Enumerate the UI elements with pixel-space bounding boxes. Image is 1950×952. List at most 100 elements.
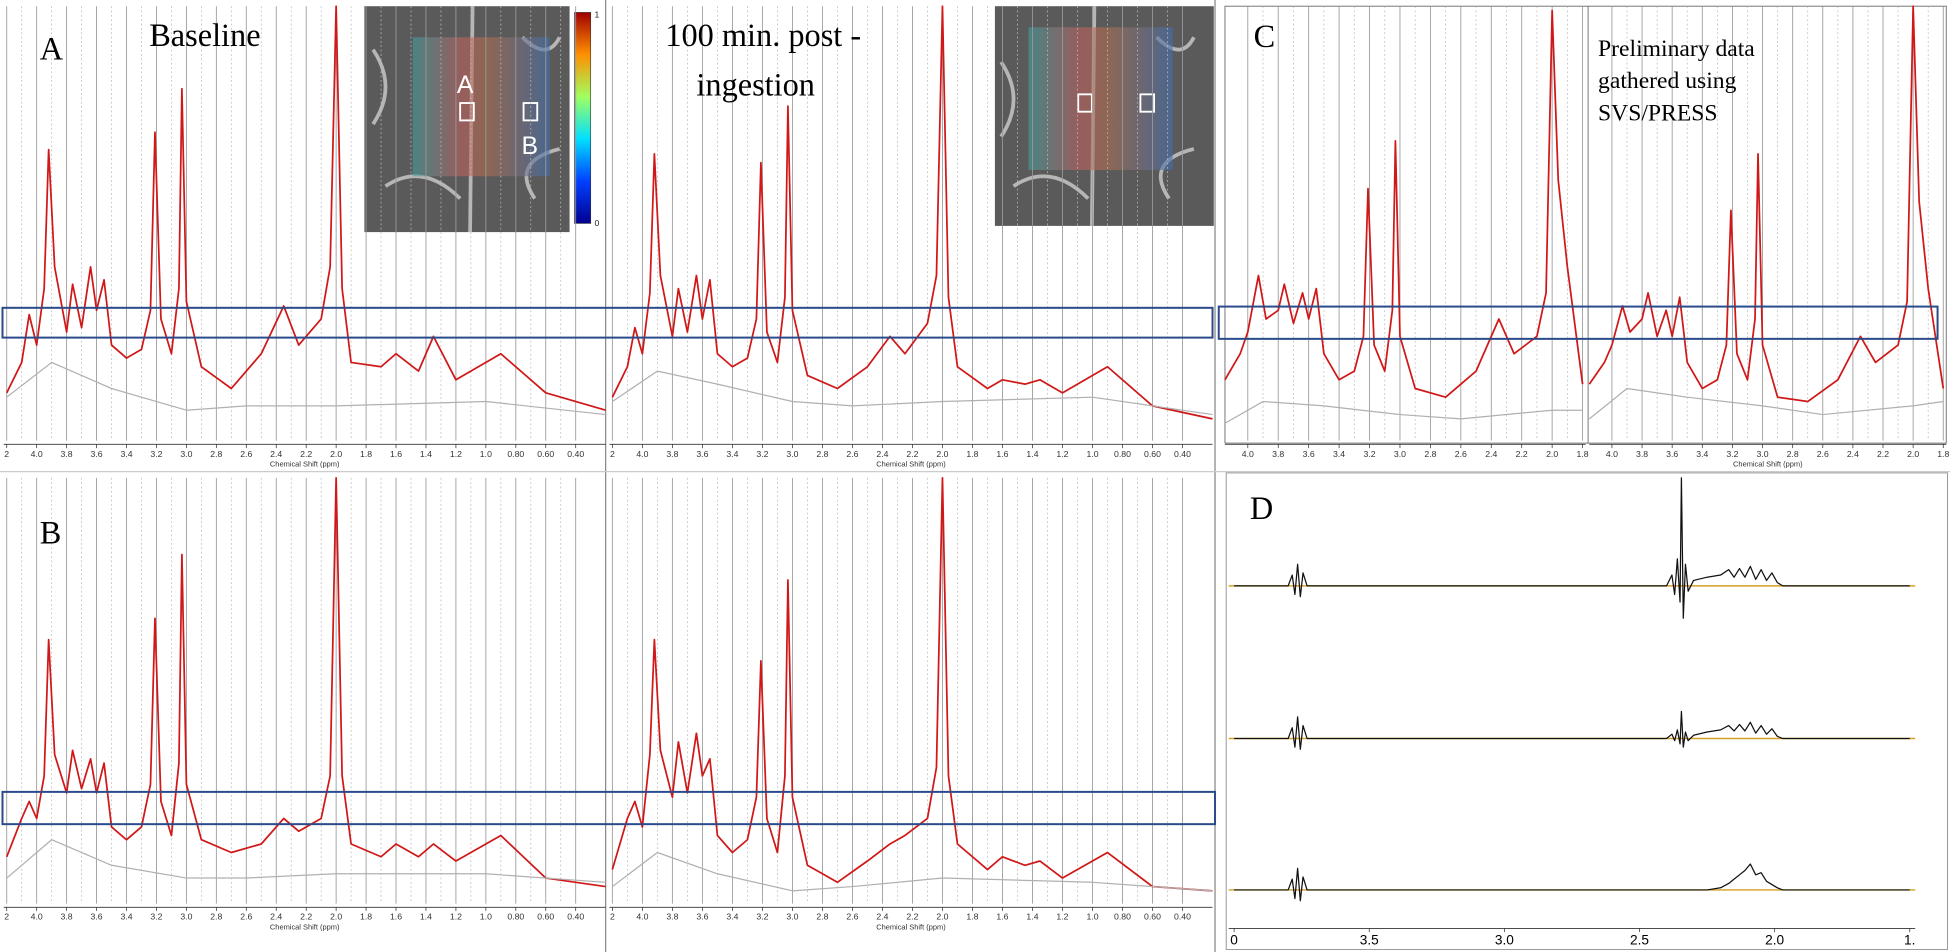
x-tick-label: 0.80 [507,912,524,922]
x-tick-label: 3.8 [1636,449,1648,459]
x-tick-label: 1.8 [966,912,978,922]
x-tick-label: 0.80 [1114,912,1131,922]
x-tick-label: 4.0 [31,912,43,922]
x-tick-label: 2.5 [1630,933,1649,948]
x-tick-label: 0.60 [537,912,554,922]
inset-image [994,6,1214,226]
spectrum-line [612,370,1213,416]
x-tick-label: 3.4 [1333,449,1345,459]
x-tick-label: 3.2 [1363,449,1375,459]
x-tick-label: 2 [610,912,615,922]
panel-frame [1225,472,1949,951]
x-tick-label: 2.2 [1877,449,1889,459]
x-tick-label: 0 [1230,933,1238,948]
spectrum-line [1234,477,1910,619]
x-tick-label: 2.2 [300,449,312,459]
x-tick-label: 3.6 [91,912,103,922]
x-tick-label: 1.0 [480,449,492,459]
x-tick-label: 0.40 [567,449,584,459]
x-tick-label: 3.6 [1303,449,1315,459]
voxel [459,102,475,122]
voxel [1139,93,1156,113]
spectrum-line [6,839,606,883]
x-tick-label: 2.8 [816,449,828,459]
x-tick-label: 2.8 [210,912,222,922]
x-tick-label: 0.60 [537,449,554,459]
x-tick-label: 2.6 [1817,449,1829,459]
x-axis-label: Chemical Shift (ppm) [270,460,340,469]
x-tick-label: 3.4 [120,912,132,922]
x-tick-label: 0.40 [1174,449,1191,459]
spectrum-line [611,476,1213,892]
x-tick-label: 1.4 [420,912,432,922]
x-tick-label: 1.2 [450,912,462,922]
x-tick-label: 3.6 [91,449,103,459]
x-tick-label: 2 [610,449,615,459]
x-tick-label: 3.0 [180,449,192,459]
x-tick-label: 1.0 [1086,449,1098,459]
inset-texture [999,6,1196,226]
x-tick-label: 2.6 [1455,449,1467,459]
highlight-box [1,790,1217,826]
x-tick-label: 2.6 [240,449,252,459]
inset-overlay [1028,27,1173,171]
x-tick-label: 1.8 [1937,449,1949,459]
x-tick-label: 0.40 [1174,912,1191,922]
x-tick-label: 3.2 [150,912,162,922]
x-tick-label: 3.2 [756,449,768,459]
spectrum-line [1234,710,1910,750]
voxel [522,102,539,122]
x-tick-label: 2.2 [906,449,918,459]
spectrum-line [611,851,1213,892]
x-tick-label: 2.0 [330,449,342,459]
x-tick-label: 0.40 [567,912,584,922]
x-tick-label: 2.4 [270,912,282,922]
x-tick-label: 2 [4,912,9,922]
x-tick-label: 2.0 [1546,449,1558,459]
x-tick-label: 2.4 [876,912,888,922]
spectrum-line [1588,387,1944,420]
highlight-box [1217,305,1939,340]
x-tick-label: 2.4 [270,449,282,459]
x-tick-label: 3.4 [726,912,738,922]
panel-title: 100 min. post - [665,17,861,53]
annotation: SVS/PRESS [1598,100,1717,126]
spectrum-line [5,5,606,412]
x-tick-label: 4.0 [1242,449,1254,459]
x-tick-label: 1.0 [480,912,492,922]
spectrum-line [1588,5,1945,403]
x-tick-label: 1.8 [360,449,372,459]
x-tick-label: 3.0 [180,912,192,922]
x-tick-label: 4.0 [636,449,648,459]
x-tick-label: 1.2 [1056,449,1068,459]
x-tick-label: 2.2 [906,912,918,922]
x-tick-label: 1.6 [996,912,1008,922]
x-tick-label: 2.6 [846,449,858,459]
colorbar-label: 1 [594,9,599,19]
x-tick-label: 2.2 [1516,449,1528,459]
x-tick-label: 0.60 [1144,912,1161,922]
x-tick-label: 4.0 [31,449,43,459]
x-axis-label: Chemical Shift (ppm) [876,460,946,469]
x-tick-label: 1.2 [1056,912,1068,922]
highlight-box [1,306,1214,339]
x-tick-label: 2.0 [1907,449,1919,459]
x-axis-label: Chemical Shift (ppm) [1733,460,1803,469]
voxel [1077,93,1093,113]
annotation: gathered using [1598,68,1737,94]
x-tick-label: 3.4 [120,449,132,459]
x-axis-label: Chemical Shift (ppm) [876,923,946,932]
x-tick-label: 3.8 [666,912,678,922]
x-tick-label: 4.0 [1606,449,1618,459]
plots: 2 4.0 3.8 3.6 3.4 3.2 3.0 2.8 2.6 2.4 2.2 2.0 1.8 1.6… [3,5,1949,948]
x-tick-label: 3.2 [756,912,768,922]
x-tick-label: 1. [1904,933,1915,948]
x-tick-label: 2.0 [330,912,342,922]
x-tick-label: 3.6 [696,912,708,922]
x-tick-label: 3.8 [61,449,73,459]
x-tick-label: 3.2 [1726,449,1738,459]
x-tick-label: 3.8 [61,912,73,922]
